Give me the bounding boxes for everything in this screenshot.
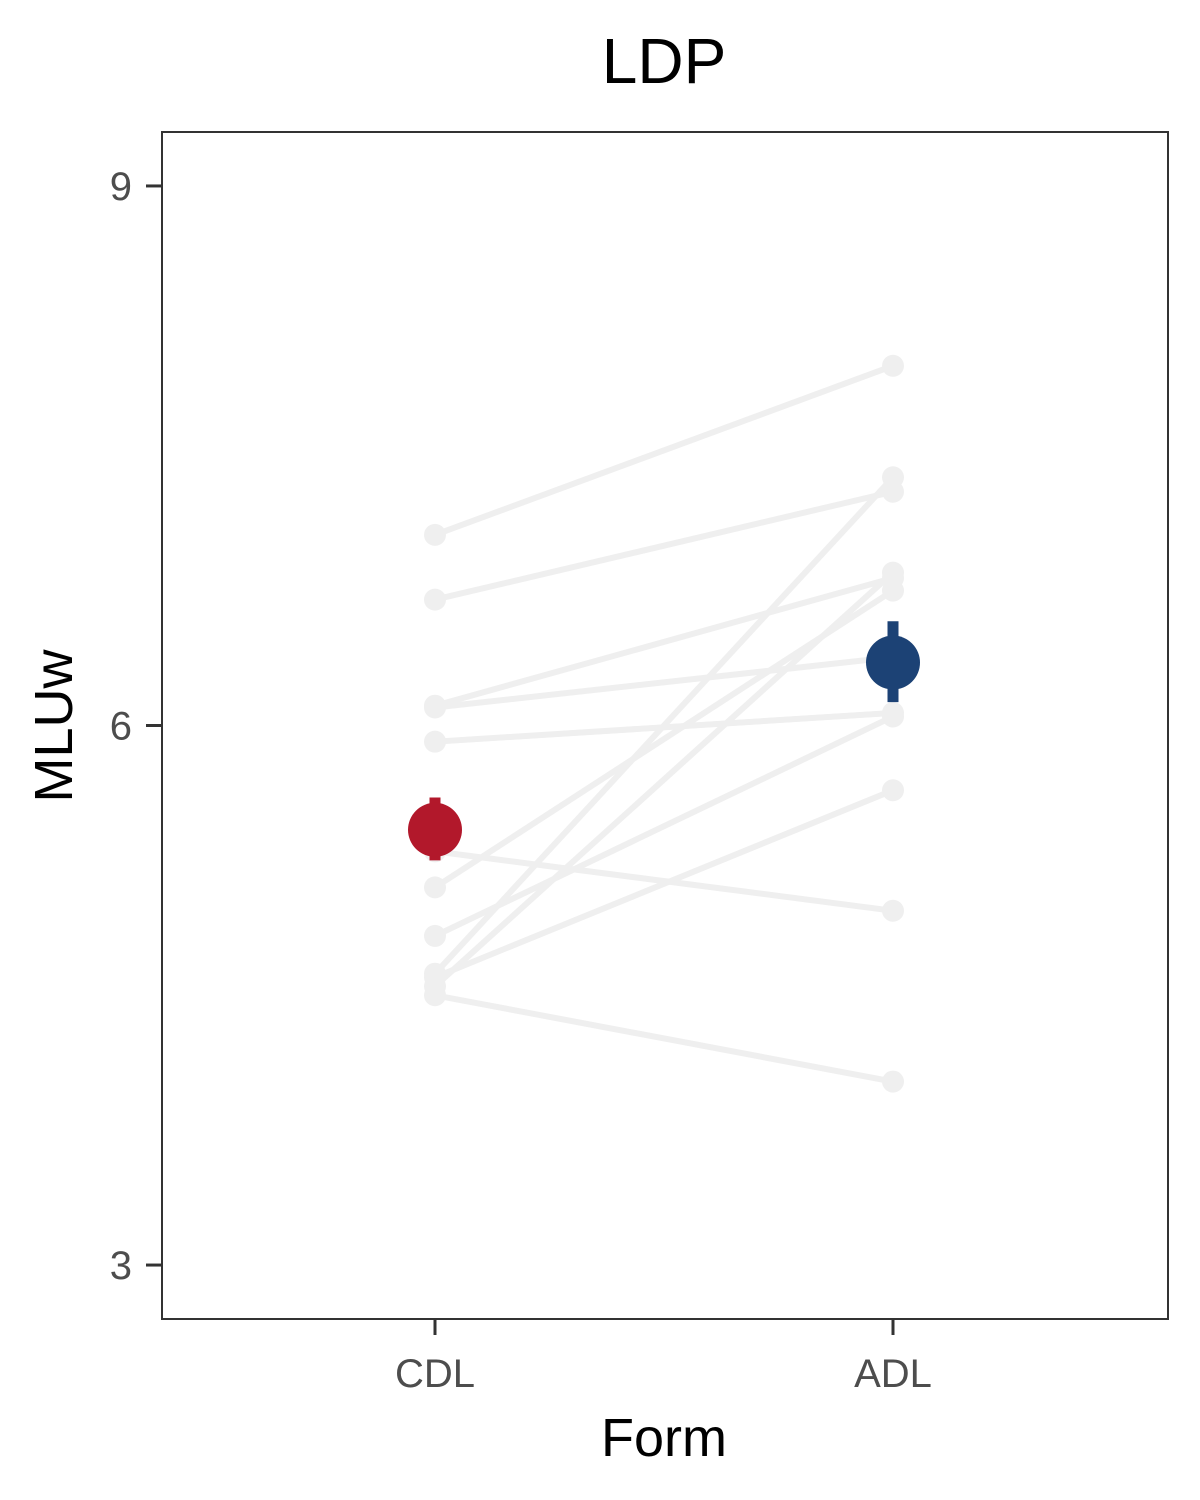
x-tick-label-cdl: CDL [395,1352,475,1396]
paired-point-4-cdl [424,696,446,719]
paired-point-11-adl [882,561,904,584]
paired-point-5-cdl [424,730,446,753]
paired-point-8-adl [882,705,904,728]
paired-line-10 [433,787,895,981]
y-tick-label-9: 9 [110,165,132,209]
paired-point-2-cdl [424,588,446,611]
paired-point-7-adl [882,579,904,602]
x-axis-title: Form [601,1408,727,1468]
paired-line-12 [434,992,894,1085]
chart-title: LDP [602,25,727,97]
paired-point-12-cdl [424,984,446,1007]
paired-line-4 [434,654,894,711]
paired-line-8 [433,713,895,939]
paired-line-11 [432,570,896,989]
paired-point-12-adl [882,1070,904,1093]
y-tick-label-3: 3 [110,1244,132,1288]
paired-point-9-adl [882,466,904,489]
x-tick-label-adl: ADL [854,1352,932,1396]
mean-summary [408,621,920,861]
mean-point-cdl [408,802,462,857]
paired-point-10-adl [882,779,904,802]
paired-lines [432,362,896,1085]
paired-line-3 [434,575,894,709]
mean-point-adl [866,635,920,690]
paired-line-2 [434,488,894,603]
y-tick-label-6: 6 [110,705,132,749]
y-axis-title: MLUw [24,648,84,802]
paired-point-1-cdl [424,523,446,546]
paired-point-8-cdl [424,924,446,947]
paired-point-7-cdl [424,876,446,899]
paired-point-1-adl [882,354,904,377]
paired-line-1 [433,362,895,538]
paired-line-9 [432,475,896,976]
y-axis: 3 6 9 [110,165,162,1288]
paired-point-6-adl [882,899,904,922]
x-axis: CDL ADL [395,1319,932,1396]
